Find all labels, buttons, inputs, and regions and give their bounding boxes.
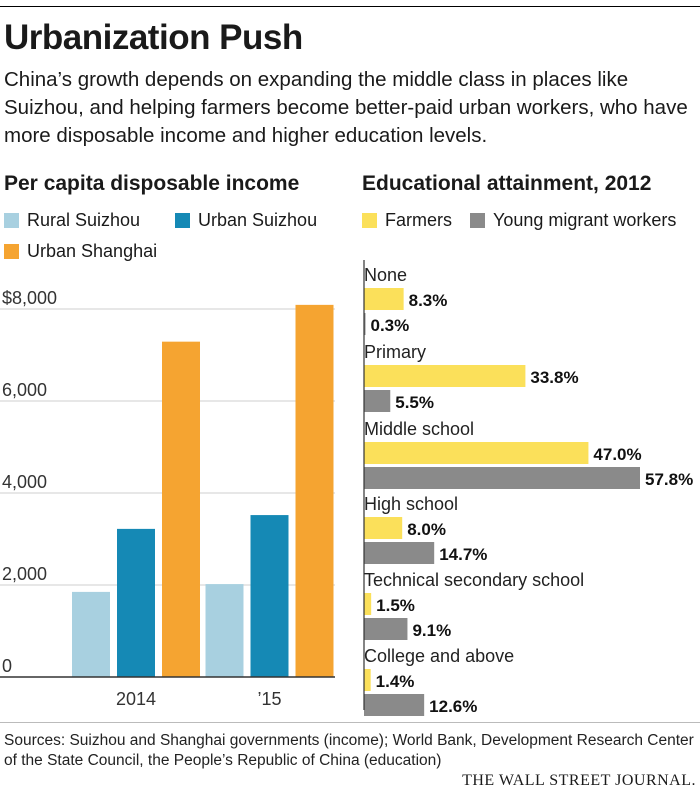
legend-label-farmers: Farmers <box>385 210 452 230</box>
income-chart: 0 2,000 4,000 6,000 $8,000 2014 ’15 <box>0 288 335 709</box>
legend-swatch-young-migrant-workers <box>470 213 485 228</box>
legend-swatch-urban-shanghai <box>4 244 19 259</box>
data-label-farmers-middle-school: 47.0% <box>593 445 641 464</box>
data-label-farmers-high-school: 8.0% <box>407 520 446 539</box>
income-chart-title: Per capita disposable income <box>4 172 300 195</box>
y-tick-label: 6,000 <box>2 380 47 400</box>
x-tick-label: 2014 <box>116 689 156 709</box>
legend-label-rural-suizhou: Rural Suizhou <box>27 210 141 230</box>
footer-rule <box>0 722 700 723</box>
y-tick-label: 2,000 <box>2 564 47 584</box>
legend-farmers: Farmers <box>362 210 452 231</box>
category-label-middle-school: Middle school <box>364 419 474 439</box>
legend-urban-shanghai: Urban Shanghai <box>4 241 157 262</box>
bar-urban-shanghai-2014 <box>162 341 200 677</box>
y-tick-label: $8,000 <box>2 288 57 308</box>
legend-label-urban-suizhou: Urban Suizhou <box>198 210 318 230</box>
data-label-young-migrant-workers-college-and-above: 12.6% <box>429 697 477 716</box>
legend-label-young-migrant-workers: Young migrant workers <box>493 210 677 230</box>
bar-farmers-college-and-above <box>364 669 371 691</box>
legend-urban-suizhou: Urban Suizhou <box>175 210 317 231</box>
top-rule <box>0 6 700 7</box>
bar-young-migrant-workers-primary <box>364 390 391 412</box>
sources-note: Sources: Suizhou and Shanghai government… <box>4 732 694 769</box>
bar-farmers-middle-school <box>364 442 589 464</box>
publisher-brand: THE WALL STREET JOURNAL. <box>462 772 696 789</box>
data-label-young-migrant-workers-none: 0.3% <box>371 316 410 335</box>
data-label-young-migrant-workers-middle-school: 57.8% <box>645 470 693 489</box>
category-label-college-and-above: College and above <box>364 646 514 666</box>
legend-swatch-rural-suizhou <box>4 213 19 228</box>
data-label-farmers-college-and-above: 1.4% <box>376 672 415 691</box>
bar-young-migrant-workers-technical-secondary-school <box>364 618 408 640</box>
bar-farmers-none <box>364 288 404 310</box>
data-label-farmers-technical-secondary-school: 1.5% <box>376 596 415 615</box>
legend-label-urban-shanghai: Urban Shanghai <box>27 241 158 261</box>
bar-urban-suizhou-15 <box>250 515 289 677</box>
bar-young-migrant-workers-middle-school <box>364 467 640 489</box>
data-label-young-migrant-workers-primary: 5.5% <box>395 393 434 412</box>
page-subtitle: China’s growth depends on expanding the … <box>4 68 688 147</box>
legend-swatch-urban-suizhou <box>175 213 190 228</box>
data-label-young-migrant-workers-technical-secondary-school: 9.1% <box>412 621 451 640</box>
bar-urban-shanghai-15 <box>295 304 334 677</box>
x-tick-label: ’15 <box>257 689 281 709</box>
bar-rural-suizhou-2014 <box>72 591 110 677</box>
category-label-primary: Primary <box>364 342 426 362</box>
category-label-none: None <box>364 265 407 285</box>
bar-young-migrant-workers-none <box>364 313 366 335</box>
category-label-high-school: High school <box>364 494 458 514</box>
education-chart-title: Educational attainment, 2012 <box>362 172 652 195</box>
page-title: Urbanization Push <box>4 18 303 57</box>
bar-rural-suizhou-15 <box>205 584 244 677</box>
bar-urban-suizhou-2014 <box>117 528 155 677</box>
y-tick-label: 0 <box>2 656 12 676</box>
bar-farmers-primary <box>364 365 526 387</box>
bar-farmers-technical-secondary-school <box>364 593 372 615</box>
legend-rural-suizhou: Rural Suizhou <box>4 210 140 231</box>
bar-farmers-high-school <box>364 517 403 539</box>
y-tick-label: 4,000 <box>2 472 47 492</box>
bar-young-migrant-workers-college-and-above <box>364 694 425 716</box>
legend-swatch-farmers <box>362 213 377 228</box>
data-label-farmers-primary: 33.8% <box>530 368 578 387</box>
legend-young-migrant-workers: Young migrant workers <box>470 210 676 231</box>
category-label-technical-secondary-school: Technical secondary school <box>364 570 584 590</box>
data-label-young-migrant-workers-high-school: 14.7% <box>439 545 487 564</box>
bar-young-migrant-workers-high-school <box>364 542 435 564</box>
data-label-farmers-none: 8.3% <box>409 291 448 310</box>
